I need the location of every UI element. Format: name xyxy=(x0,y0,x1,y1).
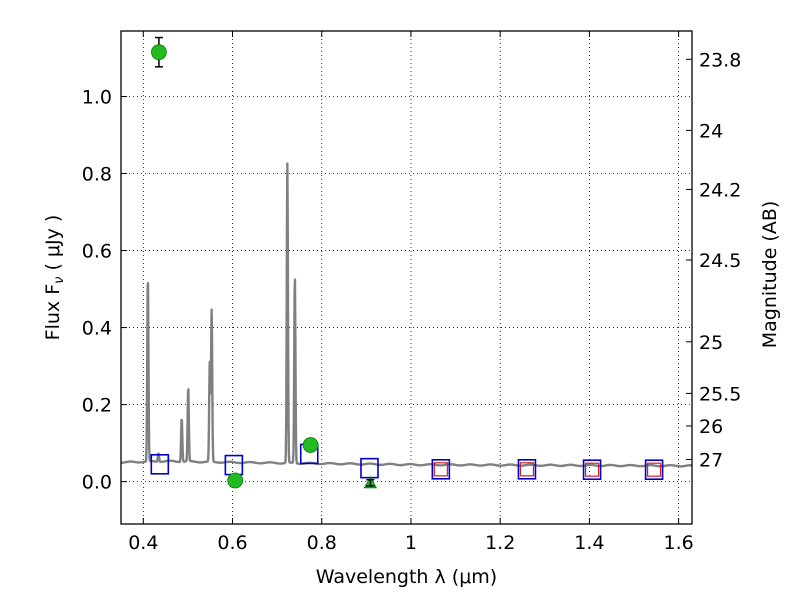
model-photometry-point xyxy=(150,454,170,475)
right-tick-label: 24 xyxy=(699,120,723,142)
model-spectrum-layer xyxy=(120,162,693,468)
x-axis-label: Wavelength λ (μm) xyxy=(316,566,497,588)
model-photometry-point xyxy=(360,457,379,479)
y-tick-label: 1.0 xyxy=(82,86,112,108)
x-tick-label: 0.4 xyxy=(128,532,158,554)
right-tick-label: 24.5 xyxy=(699,250,741,272)
observed-point xyxy=(302,437,319,453)
observed-point xyxy=(151,44,167,61)
y-tick-label: 0.6 xyxy=(82,241,112,263)
photometry-layer xyxy=(150,36,664,489)
model-photometry-point xyxy=(644,459,664,480)
observed-point xyxy=(227,472,244,489)
grid xyxy=(121,31,692,524)
model-photometry-point xyxy=(224,454,244,476)
x-tick-label: 1 xyxy=(405,532,417,554)
y-tick-label: 0.2 xyxy=(82,395,112,417)
axis-labels: 0.4 0.6 0.8 1 1.2 1.4 1.6 0.0 0.2 0.4 0.6 0.8 1.0 23.… xyxy=(42,49,781,588)
model-spectrum-line xyxy=(120,162,693,468)
y-axis-label: Flux Fν ( μJy ) xyxy=(42,215,67,341)
y-tick-label: 0.4 xyxy=(82,318,112,340)
model-inner-point xyxy=(433,462,448,477)
model-inner-point xyxy=(584,462,600,477)
model-photometry-point xyxy=(431,459,451,480)
right-tick-label: 25.5 xyxy=(699,383,741,405)
model-photometry-point xyxy=(582,459,602,480)
plot-frame xyxy=(120,30,693,525)
right-tick-label: 27 xyxy=(699,449,723,471)
x-tick-label: 1.4 xyxy=(574,532,604,554)
model-photometry-point xyxy=(517,459,537,480)
x-tick-label: 1.6 xyxy=(664,532,694,554)
x-tick-label: 0.6 xyxy=(217,532,247,554)
axis-ticks xyxy=(121,31,692,524)
x-tick-label: 1.2 xyxy=(485,532,515,554)
y-tick-label: 0.0 xyxy=(82,472,112,494)
model-inner-point xyxy=(519,462,535,477)
right-tick-label: 25 xyxy=(699,332,723,354)
right-tick-label: 24.2 xyxy=(699,179,741,201)
right-tick-label: 26 xyxy=(699,416,723,438)
y-tick-label: 0.8 xyxy=(82,164,112,186)
x-tick-label: 0.8 xyxy=(307,532,337,554)
model-inner-point xyxy=(646,462,662,477)
right-axis-label: Magnitude (AB) xyxy=(759,201,781,349)
right-tick-label: 23.8 xyxy=(699,49,741,71)
